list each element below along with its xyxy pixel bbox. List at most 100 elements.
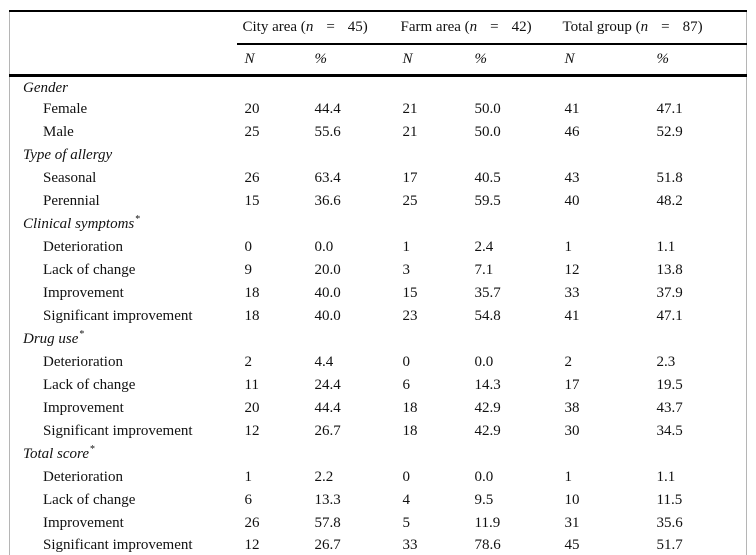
table-row: Significant improvement 12 26.7 18 42.9 30 34.… — [10, 420, 747, 443]
cell-value: 9.5 — [474, 492, 494, 508]
cell-value: 35.6 — [656, 515, 683, 531]
cell-value: 7.1 — [474, 262, 494, 278]
cell-value: 55.6 — [314, 124, 341, 140]
cell-value: 13.8 — [656, 262, 683, 278]
cell-value: 13.3 — [314, 492, 341, 508]
cell-value: 50.0 — [474, 124, 501, 140]
cell-value: 0.0 — [314, 239, 334, 255]
group-n-count: 45) — [347, 19, 368, 35]
section-row: Drug use* — [10, 328, 747, 351]
cell-value: 47.1 — [656, 101, 683, 117]
table-row: Lack of change 6 13.3 4 9.5 10 11.5 — [10, 489, 747, 512]
cell-value: 17 — [402, 170, 418, 186]
n-variable: n — [640, 19, 649, 35]
cell-value: 42.9 — [474, 423, 501, 439]
row-label: Female — [43, 101, 88, 117]
cell-value: 24.4 — [314, 377, 341, 393]
cell-value: 51.7 — [656, 537, 683, 554]
cell-value: 26.7 — [314, 423, 341, 439]
cell-value: 0 — [402, 469, 411, 485]
table-row: Improvement 18 40.0 15 35.7 33 37.9 — [10, 282, 747, 305]
col-header-farm-pct: % — [466, 44, 557, 77]
cell-value: 40.0 — [314, 285, 341, 301]
col-header-city-pct: % — [306, 44, 395, 77]
row-label: Significant improvement — [43, 537, 193, 554]
cell-value: 20 — [244, 400, 260, 416]
table-row: Deterioration 2 4.4 0 0.0 2 2.3 — [10, 351, 747, 374]
row-label: Lack of change — [43, 492, 136, 508]
cell-value: 6 — [402, 377, 411, 393]
section-label: Total score* — [23, 444, 95, 463]
cell-value: 11 — [244, 377, 259, 393]
footnote-asterisk: * — [89, 444, 95, 455]
cell-value: 2 — [244, 354, 253, 370]
section-row: Type of allergy — [10, 144, 747, 167]
cell-value: 35.7 — [474, 285, 501, 301]
cell-value: 18 — [244, 308, 260, 324]
row-label: Improvement — [43, 400, 124, 416]
cell-value: 30 — [564, 423, 580, 439]
table-row: Lack of change 11 24.4 6 14.3 17 19.5 — [10, 374, 747, 397]
row-label: Seasonal — [43, 170, 97, 186]
table-row: Improvement 26 57.8 5 11.9 31 35.6 — [10, 512, 747, 535]
table-row: Improvement 20 44.4 18 42.9 38 43.7 — [10, 397, 747, 420]
row-label: Lack of change — [43, 262, 136, 278]
section-label: Drug use* — [23, 329, 85, 348]
cell-value: 25 — [402, 193, 418, 209]
footnote-asterisk: * — [79, 329, 85, 340]
section-label: Clinical symptoms* — [23, 214, 141, 233]
col-header-total-pct: % — [648, 44, 747, 77]
row-label: Deterioration — [43, 239, 123, 255]
cell-value: 54.8 — [474, 308, 501, 324]
cell-value: 43 — [564, 170, 580, 186]
n-variable: n — [305, 19, 314, 35]
cell-value: 17 — [564, 377, 580, 393]
section-row: Total score* — [10, 443, 747, 466]
col-header-total-n: N — [556, 44, 649, 77]
cell-value: 52.9 — [656, 124, 683, 140]
cell-value: 25 — [244, 124, 260, 140]
subheader-spacer — [9, 44, 237, 77]
group-n-count: 87) — [682, 19, 703, 35]
cell-value: 59.5 — [474, 193, 501, 209]
cell-value: 11.5 — [656, 492, 683, 508]
cell-value: 11.9 — [474, 515, 501, 531]
row-label: Significant improvement — [43, 423, 193, 439]
cell-value: 10 — [564, 492, 580, 508]
table-row: Significant improvement 12 26.7 33 78.6 45 51.… — [10, 535, 747, 555]
cell-value: 2 — [564, 354, 573, 370]
cell-value: 5 — [402, 515, 411, 531]
cell-value: 43.7 — [656, 400, 683, 416]
cell-value: 6 — [244, 492, 253, 508]
allergy-results-table: City area (n = 45) Farm area (n = 42) Total … — [9, 10, 748, 555]
table-row: Female 20 44.4 21 50.0 41 47.1 — [10, 98, 747, 121]
cell-value: 31 — [564, 515, 580, 531]
cell-value: 44.4 — [314, 400, 341, 416]
cell-value: 15 — [402, 285, 418, 301]
cell-value: 38 — [564, 400, 580, 416]
cell-value: 1 — [244, 469, 253, 485]
row-label: Improvement — [43, 515, 124, 531]
cell-value: 2.4 — [474, 239, 494, 255]
cell-value: 18 — [402, 423, 418, 439]
table-row: Seasonal 26 63.4 17 40.5 43 51.8 — [10, 167, 747, 190]
cell-value: 12 — [564, 262, 580, 278]
col-header-city-n: N — [236, 44, 307, 77]
cell-value: 41 — [564, 308, 580, 324]
cell-value: 2.2 — [314, 469, 334, 485]
table-header: City area (n = 45) Farm area (n = 42) Total … — [9, 11, 747, 77]
cell-value: 12 — [244, 423, 260, 439]
cell-value: 33 — [564, 285, 580, 301]
table-row: Deterioration 1 2.2 0 0.0 1 1.1 — [10, 466, 747, 489]
table-row: Male 25 55.6 21 50.0 46 52.9 — [10, 121, 747, 144]
cell-value: 9 — [244, 262, 253, 278]
cell-value: 20 — [244, 101, 260, 117]
cell-value: 0 — [244, 239, 253, 255]
table-row: Deterioration 0 0.0 1 2.4 1 1.1 — [10, 236, 747, 259]
cell-value: 45 — [564, 537, 580, 554]
cell-value: 18 — [244, 285, 260, 301]
cell-value: 4.4 — [314, 354, 334, 370]
row-label: Lack of change — [43, 377, 136, 393]
cell-value: 63.4 — [314, 170, 341, 186]
